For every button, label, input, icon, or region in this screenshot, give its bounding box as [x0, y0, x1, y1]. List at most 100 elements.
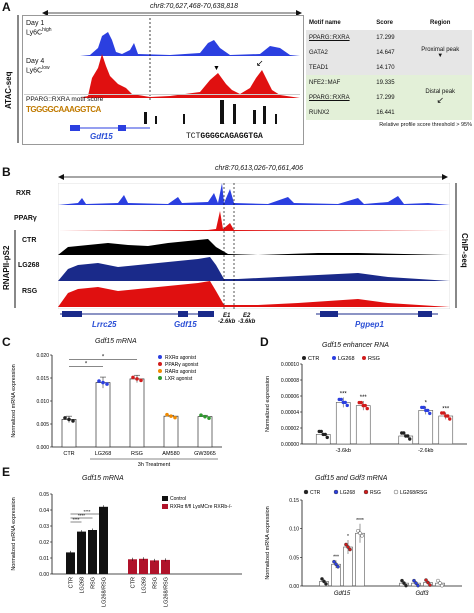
data-point — [363, 403, 367, 408]
data-point — [406, 434, 410, 438]
data-point — [319, 429, 323, 434]
data-point — [438, 581, 442, 585]
data-point — [71, 419, 75, 423]
motif-table-footnote: Relative profile score threshold > 95% — [379, 122, 472, 128]
chip-ppary-profile — [58, 211, 450, 231]
legend-label: LG268 — [340, 490, 355, 496]
y-axis-label: Normalized mRNA expression — [11, 497, 17, 570]
panel-e-right-title: Gdf15 and Gdf3 mRNA — [315, 475, 388, 482]
motif-score: 16.441 — [376, 109, 395, 116]
track-day4-sup: low — [42, 65, 50, 71]
data-point — [360, 533, 364, 538]
y-tick-label: 0.00008 — [281, 378, 299, 384]
legend-label: RSG — [370, 490, 381, 496]
bar — [335, 402, 351, 445]
data-point — [343, 400, 347, 405]
y-tick-label: 0.03 — [39, 524, 49, 530]
track-day1-base: Ly6C — [26, 29, 43, 37]
data-point — [334, 562, 338, 567]
panel-a-side-label: ATAC-seq — [4, 71, 13, 109]
data-point — [322, 579, 326, 584]
y-tick-label: 0.010 — [36, 399, 49, 405]
data-point — [426, 580, 430, 585]
data-point — [436, 578, 440, 583]
x-tick-label: AM580 — [162, 451, 179, 457]
sig-marker: *** — [340, 391, 348, 397]
bar — [61, 419, 77, 448]
motif-name: PPARG::RXRA — [309, 34, 350, 41]
y-tick-label: 0.00006 — [281, 394, 299, 400]
motif-row: PPARG::RXRA 17.299 Proximal peak ▼ — [306, 30, 472, 75]
motif-track-box — [24, 94, 300, 125]
track-day1-sup: high — [42, 27, 52, 33]
distal-peak-arrow: ↙ — [256, 58, 264, 68]
data-point — [339, 397, 343, 402]
track-day4-label: Day 4 Ly6Clow — [26, 58, 50, 74]
legend-label: PPARγ agonist — [165, 362, 199, 368]
gene-gdf15-label-a: Gdf15 — [90, 132, 113, 141]
region-proximal-cell: Proximal peak ▼ — [408, 30, 472, 75]
legend-marker — [303, 489, 309, 495]
legend-label: CTR — [310, 490, 321, 496]
motif-table: Motif name Score Region PPARG::RXRA 17.2… — [306, 15, 472, 120]
legend-label: RARα agonist — [165, 369, 197, 375]
data-point — [448, 417, 452, 421]
enhancer-e1-label: E1 -2.6kb — [218, 313, 235, 325]
enhancer-e1-marker: ▼ — [220, 183, 227, 184]
panel-a-coordinate: chr8:70,627,468-70,638,818 — [150, 3, 238, 10]
motif-table-container: Motif name Score Region PPARG::RXRA 17.2… — [306, 15, 472, 128]
motif-score: 17.299 — [376, 34, 395, 41]
sequence-bold: GGGGCAGAGGTGA — [200, 132, 263, 141]
data-point — [426, 408, 430, 413]
data-point — [422, 405, 426, 410]
data-point — [336, 564, 340, 569]
panel-a-track-frame — [22, 15, 304, 145]
y-tick-label: 0.020 — [36, 353, 49, 359]
gene-lrrc25-label: Lrrc25 — [92, 320, 117, 329]
panel-a-letter: A — [2, 0, 11, 14]
chip-ctr-profile — [58, 239, 450, 255]
data-point — [414, 581, 418, 585]
track-day4-line2: Ly6Clow — [26, 65, 50, 74]
data-point — [400, 578, 404, 583]
panel-d-letter: D — [260, 335, 269, 349]
sig-marker: * — [85, 362, 88, 368]
region-proximal-arrow: ▼ — [437, 52, 444, 59]
data-point — [402, 581, 406, 585]
atac-day1-profile — [80, 32, 300, 56]
motif-logo: TGGGGCAAAGGTCA — [26, 105, 101, 114]
sig-marker: * — [347, 534, 349, 540]
e1-name: E1 — [223, 313, 231, 319]
y-tick-label: 0.00002 — [281, 426, 299, 432]
y-tick-label: 0.00 — [289, 584, 299, 590]
data-point — [442, 411, 446, 415]
panel-b-gene-models — [60, 311, 438, 317]
e2-name: E2 — [243, 313, 251, 319]
legend-marker — [158, 362, 162, 366]
panel-a-side-bracket — [17, 15, 19, 143]
motif-score-bars — [144, 100, 277, 124]
data-point — [358, 531, 362, 536]
y-tick-label: 0.00010 — [281, 362, 299, 368]
panel-b-letter: B — [2, 165, 11, 179]
legend-marker — [362, 356, 366, 360]
x-tick-label: LG268 — [95, 451, 112, 457]
legend-label: LG268/RSG — [400, 490, 427, 496]
y-axis-label: Normalized expression — [265, 376, 271, 432]
data-point — [345, 403, 349, 408]
proximal-peak-arrow: ▼ — [213, 65, 220, 72]
track-label-lg268: LG268 — [18, 262, 40, 269]
sig-marker: *** — [442, 407, 450, 413]
sig-marker: **** — [83, 509, 90, 514]
region-distal-cell: Distal peak ↙ — [408, 75, 472, 120]
sig-marker: * — [102, 355, 105, 361]
data-point — [412, 578, 416, 583]
x-tick-label: RSG — [153, 577, 159, 589]
bar — [418, 410, 434, 445]
bar — [197, 416, 213, 448]
track-label-ppary: PPARγ — [14, 215, 37, 222]
panel-d-chart: 0.00000 0.00002 0.00004 0.00006 0.00008 0.000… — [265, 356, 467, 454]
data-point — [63, 416, 67, 420]
legend-marker — [158, 376, 162, 380]
legend-label: RXRα agonist — [165, 355, 197, 361]
